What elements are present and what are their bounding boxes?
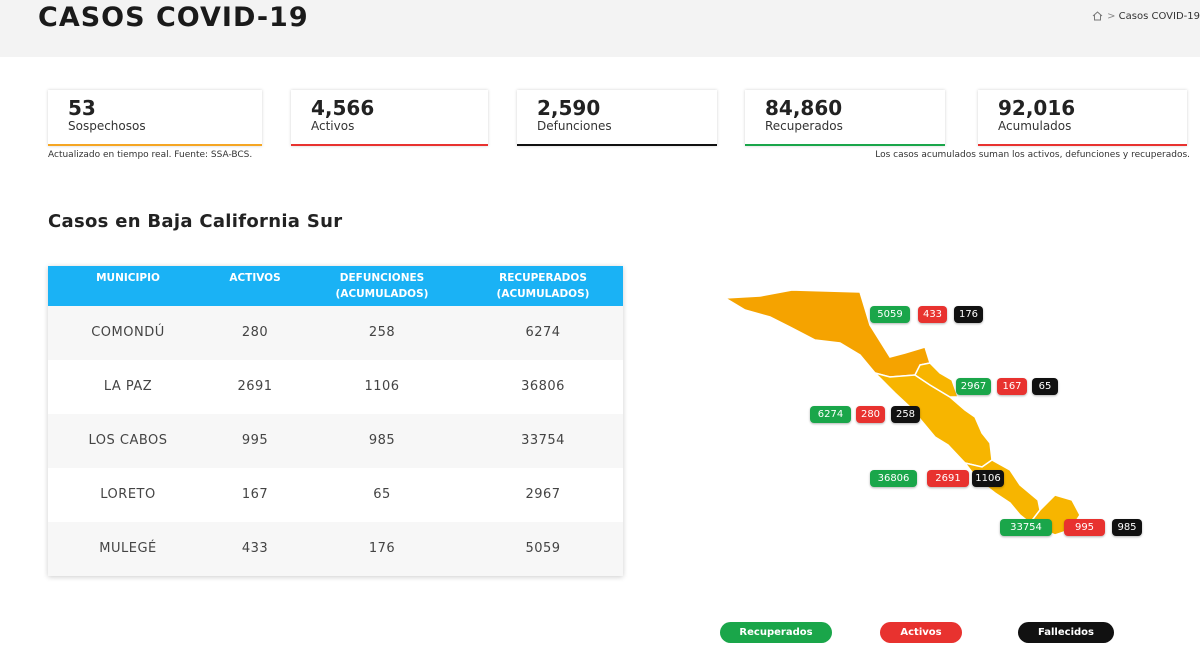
- stat-value: 53: [68, 96, 96, 120]
- stat-label: Sospechosos: [68, 119, 146, 133]
- breadcrumb-current: Casos COVID-19: [1118, 11, 1200, 22]
- badge-recuperados: 36806: [870, 470, 917, 487]
- table-cell: 280: [241, 325, 269, 340]
- badge-fallecidos: 65: [1032, 378, 1058, 395]
- note-right: Los casos acumulados suman los activos, …: [875, 150, 1190, 160]
- column-header: RECUPERADOS (ACUMULADOS): [496, 272, 590, 300]
- table-cell: 433: [241, 541, 269, 556]
- stat-card: 92,016 Acumulados: [978, 90, 1187, 146]
- table-row: LORETO 167 65 2967: [48, 468, 623, 522]
- badge-fallecidos: 1106: [972, 470, 1004, 487]
- header-bar: [0, 0, 1200, 57]
- stat-card: 2,590 Defunciones: [517, 90, 717, 146]
- table-cell: MULEGÉ: [99, 541, 157, 556]
- legend-item: Activos: [880, 622, 962, 643]
- table-cell: 33754: [521, 433, 565, 448]
- stat-label: Defunciones: [537, 119, 612, 133]
- badge-recuperados: 6274: [810, 406, 851, 423]
- stat-value: 2,590: [537, 96, 601, 120]
- legend-item: Recuperados: [720, 622, 832, 643]
- table-cell: 985: [368, 433, 396, 448]
- table-cell: COMONDÚ: [91, 325, 165, 340]
- table-row: COMONDÚ 280 258 6274: [48, 306, 623, 360]
- badge-activos: 2691: [927, 470, 969, 487]
- table-cell: 5059: [525, 541, 561, 556]
- badge-activos: 167: [997, 378, 1027, 395]
- page-title: CASOS COVID-19: [38, 2, 309, 33]
- badge-recuperados: 5059: [870, 306, 910, 323]
- breadcrumb: > Casos COVID-19: [1092, 11, 1200, 22]
- map: [722, 289, 1081, 536]
- cases-table: MUNICIPIO ACTIVOS DEFUNCIONES (ACUMULADOS)…: [48, 266, 623, 576]
- badge-fallecidos: 258: [891, 406, 920, 423]
- table-cell: 995: [241, 433, 269, 448]
- table-cell: 258: [368, 325, 396, 340]
- table-cell: 1106: [364, 379, 400, 394]
- badge-recuperados: 2967: [956, 378, 991, 395]
- legend-item: Fallecidos: [1018, 622, 1114, 643]
- table-row: LOS CABOS 995 985 33754: [48, 414, 623, 468]
- table-cell: LA PAZ: [103, 379, 153, 394]
- column-header: ACTIVOS: [229, 272, 281, 284]
- stat-card: 4,566 Activos: [291, 90, 488, 146]
- stat-value: 92,016: [998, 96, 1076, 120]
- badge-recuperados: 33754: [1000, 519, 1052, 536]
- badge-fallecidos: 176: [954, 306, 983, 323]
- column-header: DEFUNCIONES (ACUMULADOS): [335, 272, 429, 300]
- separator: >: [1107, 11, 1116, 22]
- table-cell: 6274: [525, 325, 561, 340]
- stat-label: Recuperados: [765, 119, 843, 133]
- stat-card: 53 Sospechosos: [48, 90, 262, 146]
- table-cell: LOS CABOS: [88, 433, 168, 448]
- badge-activos: 433: [918, 306, 947, 323]
- table-cell: LORETO: [100, 487, 156, 502]
- stat-label: Acumulados: [998, 119, 1072, 133]
- column-header: MUNICIPIO: [96, 272, 160, 284]
- note-left: Actualizado en tiempo real. Fuente: SSA-…: [48, 150, 253, 160]
- badge-fallecidos: 985: [1112, 519, 1142, 536]
- table-cell: 167: [241, 487, 269, 502]
- section-title: Casos en Baja California Sur: [48, 211, 343, 232]
- table-body: COMONDÚ 280 258 6274 LA PAZ 2691 1106 36806 LOS …: [48, 306, 623, 576]
- table-cell: 36806: [521, 379, 565, 394]
- table-row: MULEGÉ 433 176 5059: [48, 522, 623, 576]
- stat-card: 84,860 Recuperados: [745, 90, 945, 146]
- table-cell: 2967: [525, 487, 561, 502]
- badge-activos: 280: [856, 406, 885, 423]
- stat-label: Activos: [311, 119, 355, 133]
- table-cell: 176: [368, 541, 396, 556]
- badge-activos: 995: [1064, 519, 1105, 536]
- stat-value: 4,566: [311, 96, 375, 120]
- region-mulege: [722, 289, 931, 378]
- stat-value: 84,860: [765, 96, 843, 120]
- table-row: LA PAZ 2691 1106 36806: [48, 360, 623, 414]
- table-cell: 2691: [237, 379, 273, 394]
- region-loreto: [914, 362, 960, 398]
- home-icon[interactable]: [1092, 11, 1103, 21]
- table-header: MUNICIPIO ACTIVOS DEFUNCIONES (ACUMULADOS)…: [48, 266, 623, 306]
- table-cell: 65: [373, 487, 391, 502]
